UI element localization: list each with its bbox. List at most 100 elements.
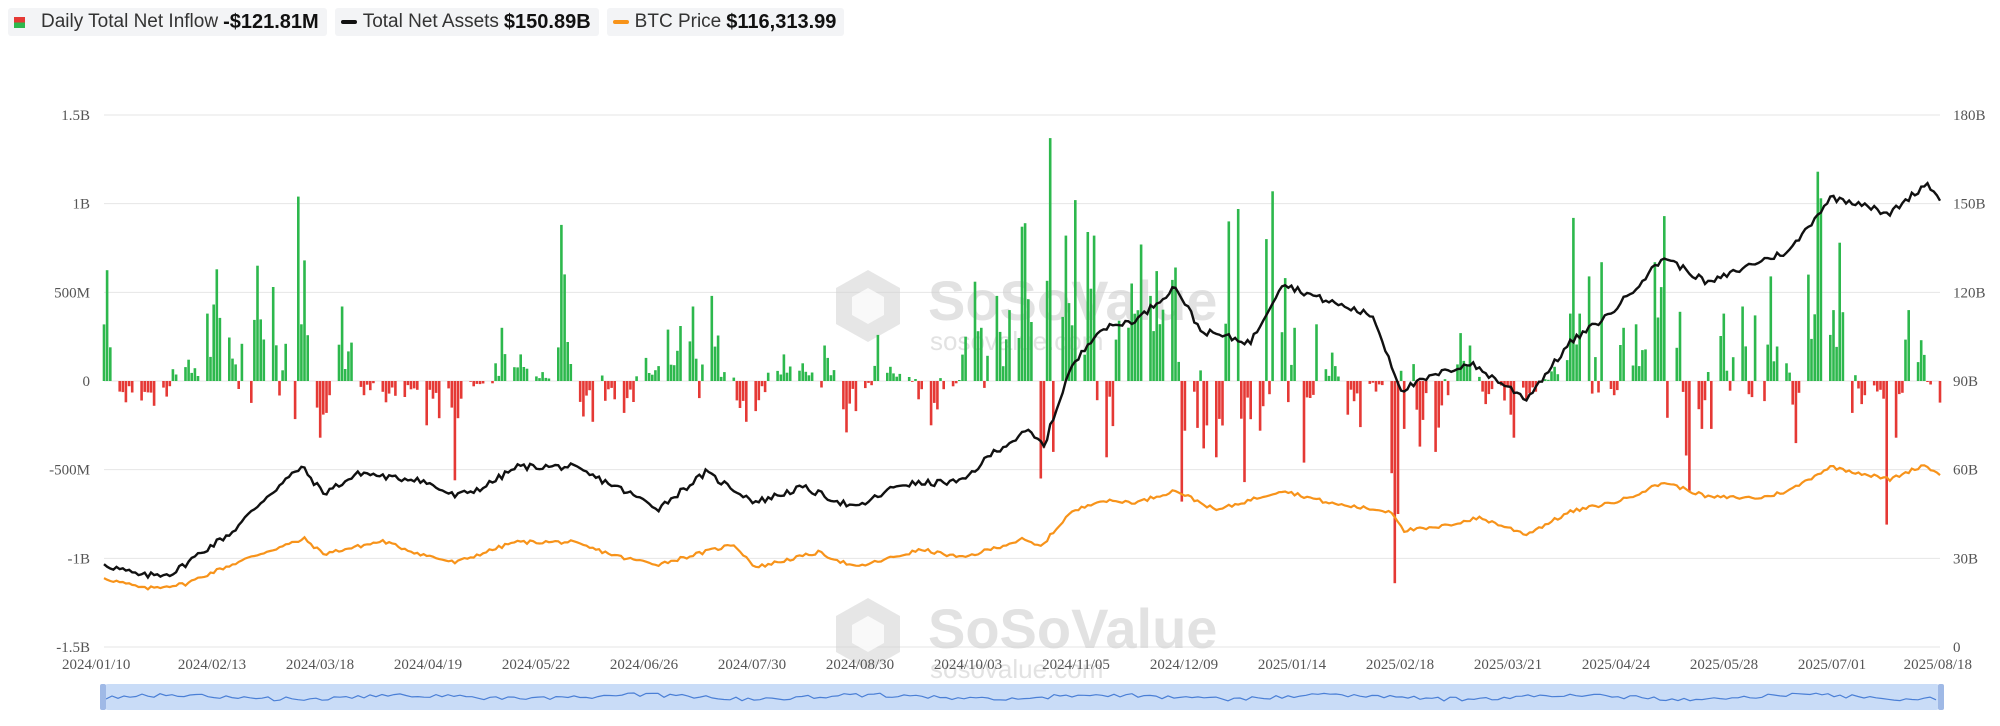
inflow-bar xyxy=(1894,381,1898,438)
inflow-bar xyxy=(1763,381,1766,402)
inflow-bar xyxy=(954,381,958,384)
inflow-bar xyxy=(1424,381,1428,394)
x-axis-labels: 2024/01/10 2024/02/13 2024/03/18 2024/04/19… xyxy=(62,657,1972,673)
inflow-bar xyxy=(976,331,980,381)
inflow-bar xyxy=(710,295,714,381)
inflow-bar xyxy=(1371,381,1375,383)
inflow-bar xyxy=(1609,381,1613,389)
inflow-bar xyxy=(1240,381,1243,419)
inflow-bar xyxy=(459,381,463,399)
inflow-bar xyxy=(165,381,168,397)
inflow-bar xyxy=(766,372,770,381)
inflow-bar xyxy=(218,317,222,381)
inflow-bar xyxy=(284,343,287,381)
inflow-bar xyxy=(1330,352,1334,381)
inflow-bar xyxy=(1193,381,1196,392)
inflow-bar xyxy=(212,304,215,381)
inflow-bar xyxy=(1152,331,1155,381)
btc-price-line xyxy=(103,464,1941,591)
inflow-bar xyxy=(318,381,322,438)
inflow-bar xyxy=(494,363,497,381)
inflow-bar xyxy=(1092,235,1096,381)
inflow-bar xyxy=(1086,232,1090,381)
inflow-bar xyxy=(1744,346,1747,381)
inflow-bar xyxy=(1619,345,1622,381)
inflow-bar xyxy=(760,381,764,387)
y-right-tick-label: 0 xyxy=(1953,640,1961,656)
inflow-bar xyxy=(228,337,231,381)
scroller-right-handle[interactable] xyxy=(1938,684,1944,710)
inflow-bar xyxy=(1042,381,1046,448)
inflow-bar xyxy=(293,381,297,420)
inflow-bar xyxy=(1860,381,1863,405)
inflow-bar xyxy=(632,381,635,402)
inflow-bar xyxy=(1368,381,1372,384)
legend-inflow-label: Daily Total Net Inflow xyxy=(41,11,219,32)
inflow-bar xyxy=(1829,334,1832,381)
inflow-bar xyxy=(651,374,654,381)
scroller-left-handle[interactable] xyxy=(100,684,106,710)
inflow-bar xyxy=(1509,381,1513,415)
inflow-bar xyxy=(1415,381,1419,410)
inflow-bar xyxy=(1374,381,1378,392)
x-tick-label: 2024/04/19 xyxy=(394,657,462,673)
inflow-bar xyxy=(1412,364,1415,381)
inflow-bar xyxy=(1224,323,1227,381)
legend-item-daily-net-inflow[interactable]: Daily Total Net Inflow -$121.81M xyxy=(8,8,327,36)
inflow-bar xyxy=(541,372,544,381)
inflow-bar xyxy=(1227,221,1231,381)
inflow-bar xyxy=(472,381,475,387)
range-scroller[interactable] xyxy=(100,684,1944,710)
y-left-tick-label: -500M xyxy=(49,463,90,479)
inflow-bar xyxy=(1067,303,1071,381)
inflow-bar xyxy=(1136,310,1140,381)
inflow-bar xyxy=(669,364,673,381)
inflow-bar xyxy=(1810,338,1813,381)
inflow-bar xyxy=(1484,381,1487,405)
inflow-bar xyxy=(403,381,407,397)
inflow-bar xyxy=(1155,271,1158,381)
inflow-bar xyxy=(1465,366,1469,381)
inflow-bar xyxy=(372,381,375,384)
inflow-bar xyxy=(544,377,548,381)
inflow-bar xyxy=(1666,381,1669,418)
inflow-bar xyxy=(964,336,967,381)
inflow-bar xyxy=(876,334,880,381)
inflow-bar xyxy=(1039,381,1043,479)
inflow-bar xyxy=(1490,381,1494,390)
legend-item-btc-price[interactable]: BTC Price $116,313.99 xyxy=(606,8,845,36)
x-tick-label: 2024/12/09 xyxy=(1150,657,1218,673)
inflow-bar xyxy=(1785,363,1788,381)
inflow-bar xyxy=(1719,336,1722,381)
inflow-bar xyxy=(864,381,867,389)
inflow-bar xyxy=(1355,381,1359,394)
inflow-bar xyxy=(688,341,692,381)
inflow-bar xyxy=(1622,327,1625,381)
inflow-bar xyxy=(1020,226,1024,381)
inflow-bar xyxy=(1312,381,1315,395)
inflow-bar xyxy=(1788,372,1791,381)
inflow-bar xyxy=(162,381,165,388)
inflow-bar xyxy=(121,381,125,393)
inflow-bar xyxy=(1794,381,1798,444)
inflow-bar xyxy=(491,381,494,384)
x-tick-label: 2025/07/01 xyxy=(1798,657,1866,673)
inflow-bar xyxy=(1048,138,1052,381)
inflow-bar xyxy=(1308,381,1312,398)
inflow-bar xyxy=(1001,366,1005,381)
inflow-bar xyxy=(1681,381,1685,392)
inflow-bar xyxy=(381,381,385,392)
inflow-bar xyxy=(920,381,923,390)
inflow-bar xyxy=(1556,374,1560,381)
legend-btc-value: $116,313.99 xyxy=(726,10,837,33)
inflow-bar xyxy=(1926,381,1929,382)
legend-item-total-net-assets[interactable]: Total Net Assets $150.89B xyxy=(334,8,599,36)
inflow-bar xyxy=(754,381,757,412)
inflow-bar xyxy=(1487,381,1491,395)
scroller-track[interactable] xyxy=(104,684,1940,710)
watermark-logo-icon xyxy=(836,598,900,670)
inflow-bar xyxy=(854,381,858,412)
inflow-bar xyxy=(798,370,801,381)
inflow-bar xyxy=(1907,310,1910,381)
